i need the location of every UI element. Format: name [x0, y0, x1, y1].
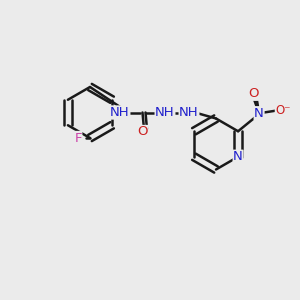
Text: O: O	[137, 125, 148, 139]
Text: O⁻: O⁻	[275, 104, 291, 117]
Text: N: N	[254, 107, 264, 120]
Text: F: F	[74, 131, 82, 145]
Text: NH: NH	[155, 106, 175, 119]
Text: NH: NH	[179, 106, 199, 119]
Text: NH: NH	[110, 106, 130, 119]
Text: O: O	[248, 87, 258, 100]
Text: N: N	[233, 150, 243, 163]
